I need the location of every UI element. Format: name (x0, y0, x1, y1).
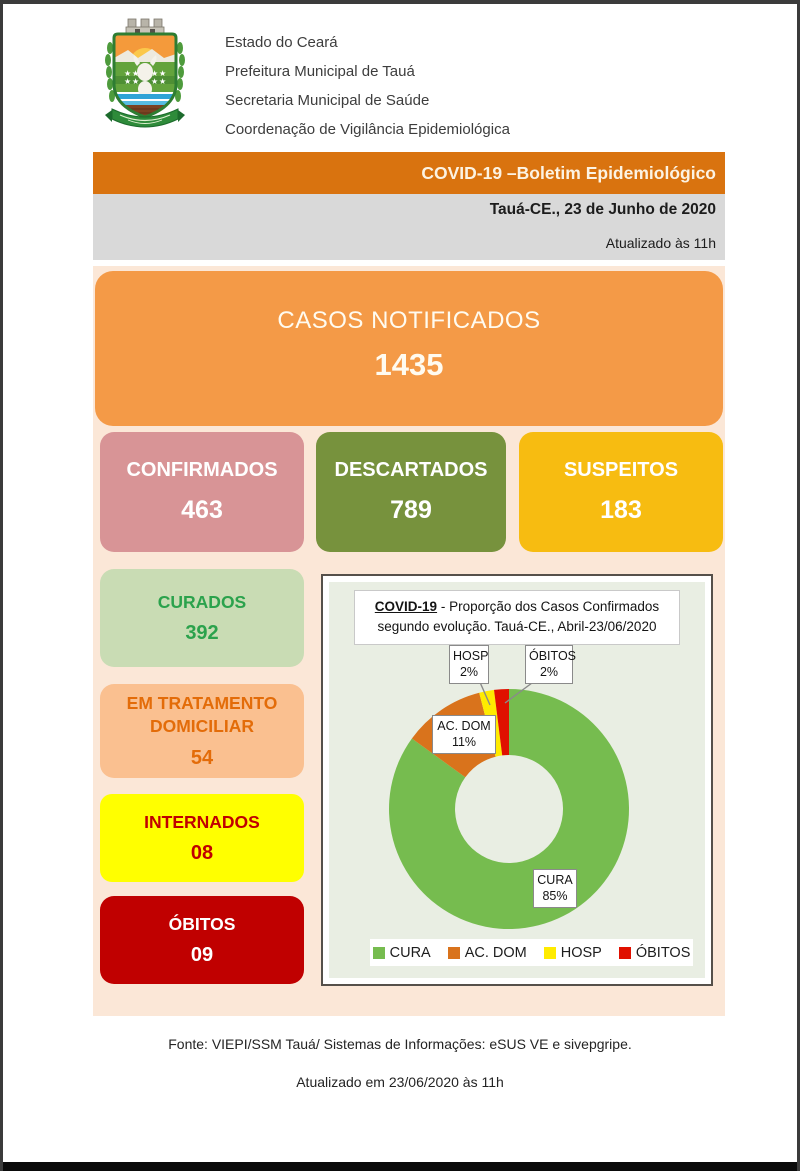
crest-ribbon (105, 108, 185, 128)
svg-text:★: ★ (132, 77, 139, 86)
legend-swatch (447, 946, 460, 959)
legend-swatch (543, 946, 556, 959)
org-line-secretariat: Secretaria Municipal de Saúde (225, 92, 430, 109)
legend-item: HOSP (543, 944, 602, 961)
card-label: ÓBITOS (168, 913, 236, 934)
card-descartados: DESCARTADOS 789 (316, 432, 506, 552)
chart-plot-area: COVID-19 - Proporção dos Casos Confirmad… (329, 582, 705, 978)
org-line-city: Prefeitura Municipal de Tauá (225, 63, 415, 80)
callout-pct: 85% (542, 889, 568, 904)
donut-slice-3 (494, 688, 509, 756)
legend-item: AC. DOM (447, 944, 527, 961)
callout-leader-line (478, 679, 491, 706)
evolution-chart-panel: COVID-19 - Proporção dos Casos Confirmad… (321, 574, 713, 986)
bulletin-title: COVID-19 –Boletim Epidemiológico (421, 162, 716, 183)
chart-title-strong: COVID-19 (374, 599, 438, 614)
donut-chart-svg (389, 679, 630, 929)
card-label: SUSPEITOS (563, 459, 679, 481)
org-line-state: Estado do Ceará (225, 34, 338, 51)
card-value: 392 (185, 622, 219, 645)
card-label: CONFIRMADOS (126, 459, 278, 481)
card-confirmados: CONFIRMADOS 463 (100, 432, 304, 552)
callout-cura: CURA 85% (533, 869, 577, 908)
callout-pct: 11% (451, 735, 477, 750)
date-band: Tauá-CE., 23 de Junho de 2020 Atualizado… (93, 194, 725, 260)
card-label: CURADOS (157, 591, 247, 612)
page-bottom-edge (3, 1162, 797, 1171)
card-value: 54 (190, 746, 214, 769)
chart-legend: CURA AC. DOM HOSP ÓBITOS (370, 939, 693, 966)
footer-source: Fonte: VIEPI/SSM Tauá/ Sistemas de Infor… (168, 1036, 632, 1052)
card-internados: INTERNADOS 08 (100, 794, 304, 882)
card-label: CASOS NOTIFICADOS (277, 307, 541, 334)
callout-hosp: HOSP 2% (449, 645, 489, 684)
org-line-coordination: Coordenação de Vigilância Epidemiológica (225, 121, 510, 138)
municipal-crest-logo: ★ ★ ★ ★ ★ ★ ★ ★ (105, 18, 185, 128)
card-value: 463 (181, 496, 223, 524)
crest-shield: ★ ★ ★ ★ ★ ★ ★ ★ (114, 34, 176, 117)
card-value: 183 (600, 496, 642, 524)
legend-label: AC. DOM (464, 944, 527, 961)
callout-label: AC. DOM (437, 719, 491, 733)
bulletin-title-bar: COVID-19 –Boletim Epidemiológico (93, 152, 725, 194)
legend-swatch (618, 946, 631, 959)
crest-branches (105, 42, 185, 102)
callout-label: ÓBITOS (529, 649, 577, 663)
card-value: 1435 (374, 347, 444, 382)
callout-pct: 2% (539, 665, 559, 680)
footer-updated: Atualizado em 23/06/2020 às 11h (296, 1074, 504, 1090)
callout-label: CURA (537, 873, 573, 887)
card-label: DESCARTADOS (334, 459, 488, 481)
svg-text:★: ★ (132, 69, 139, 78)
card-em-tratamento-domiciliar: EM TRATAMENTO DOMICILIAR 54 (100, 684, 304, 778)
card-value: 08 (190, 842, 214, 865)
card-suspeitos: SUSPEITOS 183 (519, 432, 723, 552)
legend-item: CURA (372, 944, 431, 961)
card-casos-notificados: CASOS NOTIFICADOS 1435 (95, 271, 723, 426)
chart-title: COVID-19 - Proporção dos Casos Confirmad… (354, 590, 680, 645)
card-curados: CURADOS 392 (100, 569, 304, 667)
legend-swatch (372, 946, 385, 959)
card-label: INTERNADOS (144, 811, 260, 832)
svg-text:★: ★ (124, 69, 131, 78)
callout-obitos: ÓBITOS 2% (525, 645, 577, 684)
svg-text:★: ★ (159, 77, 166, 86)
svg-text:★: ★ (151, 69, 158, 78)
updated-time: Atualizado às 11h (605, 235, 716, 251)
callout-pct: 2% (459, 665, 479, 680)
chart-title-rest: - Proporção dos Casos Confirmados segund… (377, 599, 660, 635)
svg-text:★: ★ (151, 77, 158, 86)
card-value: 789 (390, 496, 432, 524)
bulletin-date: Tauá-CE., 23 de Junho de 2020 (489, 201, 716, 218)
callout-ac-dom: AC. DOM 11% (432, 715, 496, 754)
legend-label: CURA (389, 944, 431, 961)
legend-label: ÓBITOS (635, 944, 691, 961)
card-label: EM TRATAMENTO DOMICILIAR (126, 693, 278, 736)
card-obitos: ÓBITOS 09 (100, 896, 304, 984)
legend-item: ÓBITOS (618, 944, 691, 961)
svg-text:★: ★ (124, 77, 131, 86)
callout-label: HOSP (453, 649, 489, 663)
callout-leader-line (504, 679, 537, 704)
organization-block: Estado do Ceará Prefeitura Municipal de … (225, 28, 510, 144)
legend-label: HOSP (560, 944, 602, 961)
card-value: 09 (190, 944, 214, 967)
svg-text:★: ★ (159, 69, 166, 78)
